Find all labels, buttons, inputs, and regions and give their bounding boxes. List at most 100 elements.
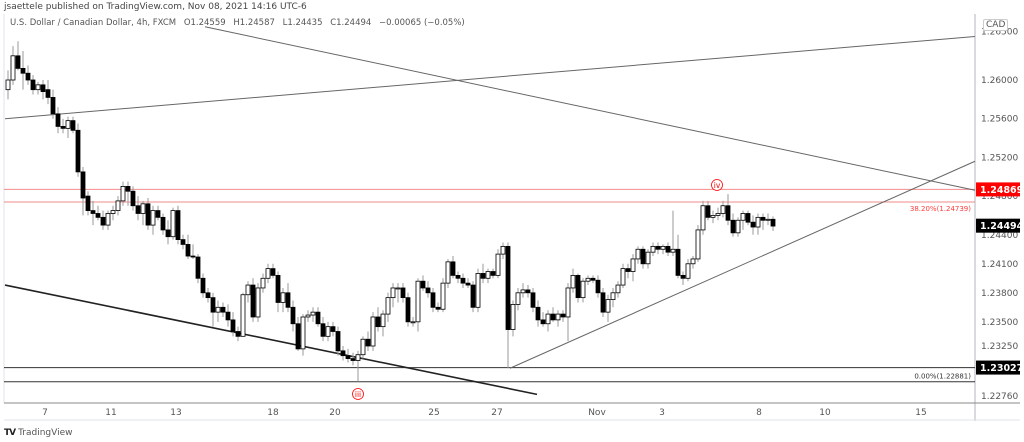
candle (590, 277, 596, 281)
candle (300, 316, 306, 350)
candle (595, 279, 601, 294)
candle (490, 271, 496, 276)
candle (235, 331, 241, 337)
trendline-lower-falling (4, 284, 538, 396)
candle (20, 67, 26, 74)
candle (80, 171, 86, 199)
candle (375, 316, 381, 328)
candle (670, 248, 676, 253)
candle (540, 319, 546, 325)
candle (305, 314, 311, 318)
candle (695, 229, 701, 260)
candle (25, 72, 31, 81)
svg-text:0.00%(1.22881): 0.00%(1.22881) (914, 373, 971, 381)
candle (10, 55, 16, 81)
svg-text:iii: iii (355, 390, 361, 399)
candle (620, 268, 626, 286)
candle (750, 221, 756, 228)
candle (325, 326, 331, 337)
candle (245, 284, 251, 296)
candle (225, 311, 231, 321)
time-tick: 15 (915, 408, 926, 418)
candle (170, 210, 176, 238)
candle (735, 219, 741, 234)
time-tick: 10 (819, 408, 831, 418)
candle (95, 213, 101, 218)
ohlc-close: C1.24494 (330, 18, 372, 28)
candle (175, 210, 181, 240)
candle (335, 331, 341, 352)
price-tick: 1.22760 (981, 392, 1018, 402)
candle (465, 282, 471, 286)
candle (40, 84, 46, 93)
candle (295, 323, 301, 350)
ohlc-change: −0.00065 (−0.05%) (379, 18, 465, 28)
candle (230, 319, 236, 332)
candle (755, 216, 761, 228)
candle (730, 219, 736, 234)
candle (770, 218, 776, 227)
svg-text:1.23027: 1.23027 (980, 363, 1023, 374)
time-tick: 3 (659, 408, 665, 418)
candle (240, 294, 246, 337)
ohlc-high: H1.24587 (233, 18, 275, 28)
candle (115, 200, 121, 211)
horizontal-levels: 38.20%(1.24739) 0.00%(1.22881) (4, 188, 975, 383)
price-axis[interactable]: 1.26500 1.26000 1.25600 1.25200 1.24800 1.244… (976, 28, 1024, 402)
tradingview-logo: TV TradingView (4, 428, 73, 438)
candle (200, 277, 206, 294)
candle (535, 306, 541, 321)
candle (585, 277, 591, 282)
price-badge (976, 218, 1020, 233)
candle (605, 299, 611, 313)
candle (330, 326, 336, 332)
candle (120, 185, 126, 202)
time-axis[interactable]: 7 11 13 18 20 25 27 Nov 3 8 10 15 (42, 408, 927, 418)
candle (680, 274, 686, 279)
candle (150, 210, 156, 226)
time-tick: 7 (42, 408, 48, 418)
svg-text:iv: iv (714, 181, 721, 190)
candle (350, 358, 356, 361)
candle (165, 229, 171, 238)
candle (70, 120, 76, 131)
candle (675, 248, 681, 276)
candle (250, 284, 256, 318)
candle (270, 268, 276, 276)
candle (410, 321, 416, 324)
candle (370, 316, 376, 347)
trendlines (4, 26, 976, 396)
candle (420, 280, 426, 289)
time-tick: 8 (756, 408, 762, 418)
candle (50, 97, 56, 115)
candle (480, 273, 486, 279)
price-tick: 1.25200 (981, 153, 1018, 163)
time-tick: 13 (170, 408, 181, 418)
price-tick: 1.24800 (981, 192, 1018, 202)
time-tick: 18 (267, 408, 279, 418)
candle (515, 292, 521, 305)
candle (190, 255, 196, 258)
candle (160, 216, 166, 231)
candle (285, 292, 291, 308)
candle (185, 244, 191, 257)
candle (365, 338, 371, 347)
price-tick: 1.23800 (981, 289, 1018, 299)
symbol-legend: U.S. Dollar / Canadian Dollar, 4h, FXCM … (10, 18, 470, 28)
candle (650, 245, 656, 253)
candle (255, 287, 261, 318)
candle (110, 210, 116, 214)
candle (485, 271, 491, 279)
candle (630, 258, 636, 272)
wave-annotations: iv iii (352, 179, 723, 400)
candle (180, 239, 186, 245)
candle (390, 287, 396, 299)
candle (220, 306, 226, 313)
candle (65, 120, 71, 129)
candle (700, 205, 706, 231)
time-tick: 27 (491, 408, 502, 418)
candle (395, 287, 401, 290)
candle (430, 292, 436, 308)
trendline-rising-support (509, 160, 976, 369)
